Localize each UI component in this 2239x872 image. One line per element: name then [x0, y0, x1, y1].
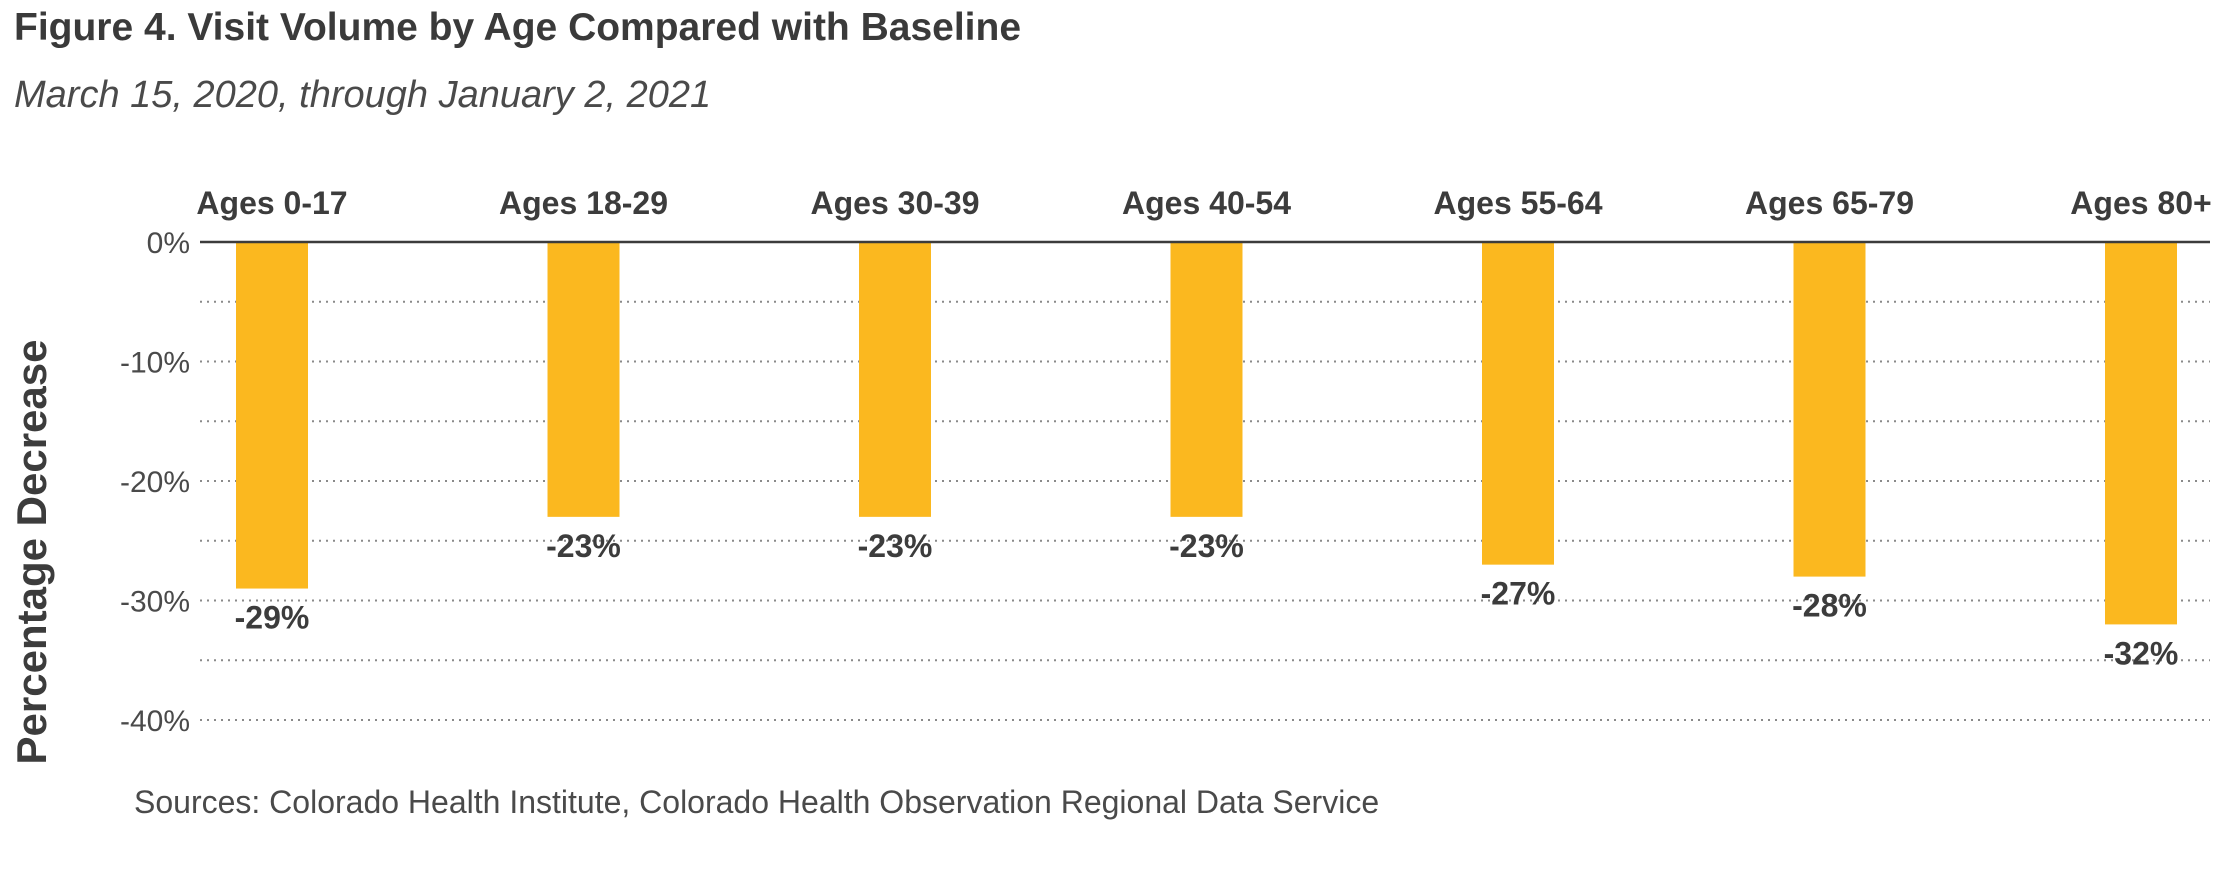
data-label: -29% [235, 600, 310, 636]
bar [2105, 242, 2177, 625]
category-label: Ages 0-17 [196, 185, 347, 221]
data-label: -27% [1481, 576, 1556, 612]
data-label: -28% [1792, 588, 1867, 624]
category-label: Ages 30-39 [811, 185, 980, 221]
category-label: Ages 80+ [2070, 185, 2211, 221]
bar [236, 242, 308, 589]
y-tick-label: 0% [147, 227, 190, 260]
y-tick-label: -20% [120, 466, 190, 499]
bar [547, 242, 620, 517]
bar [1170, 242, 1243, 517]
bars [236, 242, 2177, 625]
y-tick-label: -30% [120, 586, 190, 619]
bar [1482, 242, 1554, 565]
chart-subtitle: March 15, 2020, through January 2, 2021 [14, 74, 712, 116]
bar [1793, 242, 1866, 577]
y-tick-label: -40% [120, 705, 190, 738]
bar [859, 242, 931, 517]
y-axis-label: Percentage Decrease [8, 340, 55, 765]
source-note: Sources: Colorado Health Institute, Colo… [134, 784, 1380, 820]
y-tick-label: -10% [120, 347, 190, 380]
chart-title: Figure 4. Visit Volume by Age Compared w… [14, 6, 1022, 49]
data-label: -23% [546, 528, 621, 564]
category-label: Ages 18-29 [499, 185, 668, 221]
category-label: Ages 40-54 [1122, 185, 1291, 221]
gridlines [200, 300, 2210, 721]
data-label: -23% [1169, 528, 1244, 564]
data-label: -23% [858, 528, 933, 564]
category-label: Ages 55-64 [1434, 185, 1603, 221]
chart-text: 0% -10% -20% -30% -40% Ages 0-17 -29% Ages 18-2… [120, 185, 2212, 738]
data-label: -32% [2104, 635, 2179, 671]
category-label: Ages 65-79 [1745, 185, 1914, 221]
